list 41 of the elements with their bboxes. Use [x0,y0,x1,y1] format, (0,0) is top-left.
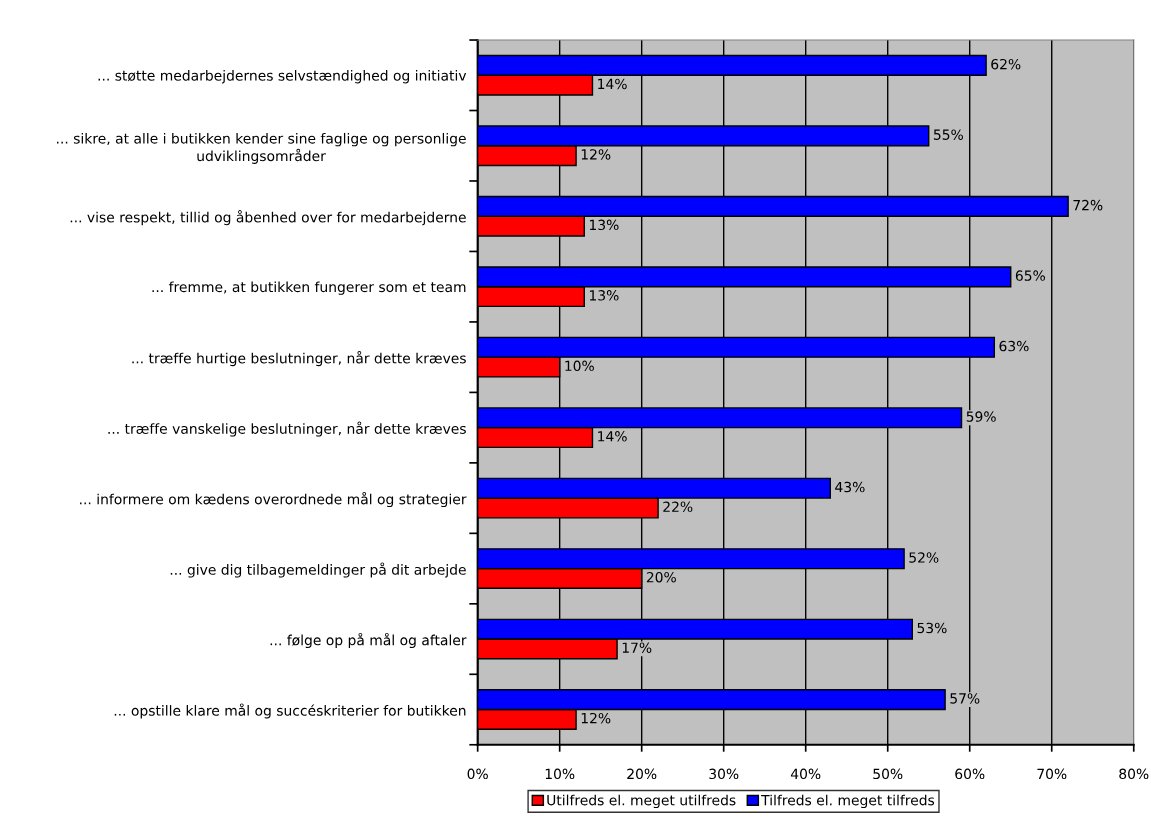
y-tick-label: ... træffe hurtige beslutninger, når dette kræves [132,351,466,367]
y-tick-label: ... støtte medarbejdernes selvstændighed og initiativ [98,69,467,84]
data-label: 12% [581,712,611,724]
x-tick-label: 70% [1037,768,1067,780]
x-tick-label: 50% [873,768,903,780]
data-label: 14% [598,431,627,442]
x-tick-label: 30% [709,768,739,780]
y-tick-label: ... fremme, at butikken fungerer som et team [152,281,466,295]
data-label: 57% [950,693,980,704]
x-tick-label: 10% [545,768,575,780]
data-label: 59% [966,411,996,422]
data-label: 63% [999,340,1029,352]
y-tick-label: ... følge op på mål og aftaler [270,632,467,649]
data-label: 14% [598,78,627,90]
y-tick-label: ... informere om kædens overordnede mål og strategier [80,492,467,508]
data-label: 13% [589,290,619,301]
data-label: 13% [589,219,619,231]
data-label: 65% [1015,270,1045,281]
x-tick-label: 80% [1119,768,1149,780]
x-tick-label: 40% [790,768,821,780]
y-tick-label: ... sikre, at alle i butikken kender sine faglige og personlige udviklingsområder [57,132,466,164]
data-label: 53% [917,622,947,634]
y-tick-label: ... vise respekt, tillid og åbenhed over for medarbejderne [70,210,466,226]
data-label: 17% [622,642,652,653]
data-label: 43% [835,481,865,493]
x-tick-label: 20% [627,768,657,780]
x-tick-label: 60% [955,768,985,780]
data-label: 62% [991,58,1021,70]
data-label: 12% [581,149,611,160]
data-label: 72% [1073,199,1103,211]
y-tick-label: ... opstille klare mål og succéskriterier for butikken [114,703,466,719]
data-label: 10% [565,360,594,372]
data-label: 52% [909,552,939,563]
data-label: 22% [663,501,693,512]
y-tick-label: ... træffe vanskelige beslutninger, når dette kræves [108,421,466,437]
legend-label: Tilfreds el. meget tilfreds [761,794,935,809]
data-label: 55% [933,129,963,140]
y-tick-label: ... give dig tilbagemeldinger på dit arbejde [170,562,466,578]
data-label: 20% [646,571,676,583]
legend-label: Utilfreds el. meget utilfreds [547,794,736,809]
x-tick-label: 0% [467,768,488,780]
